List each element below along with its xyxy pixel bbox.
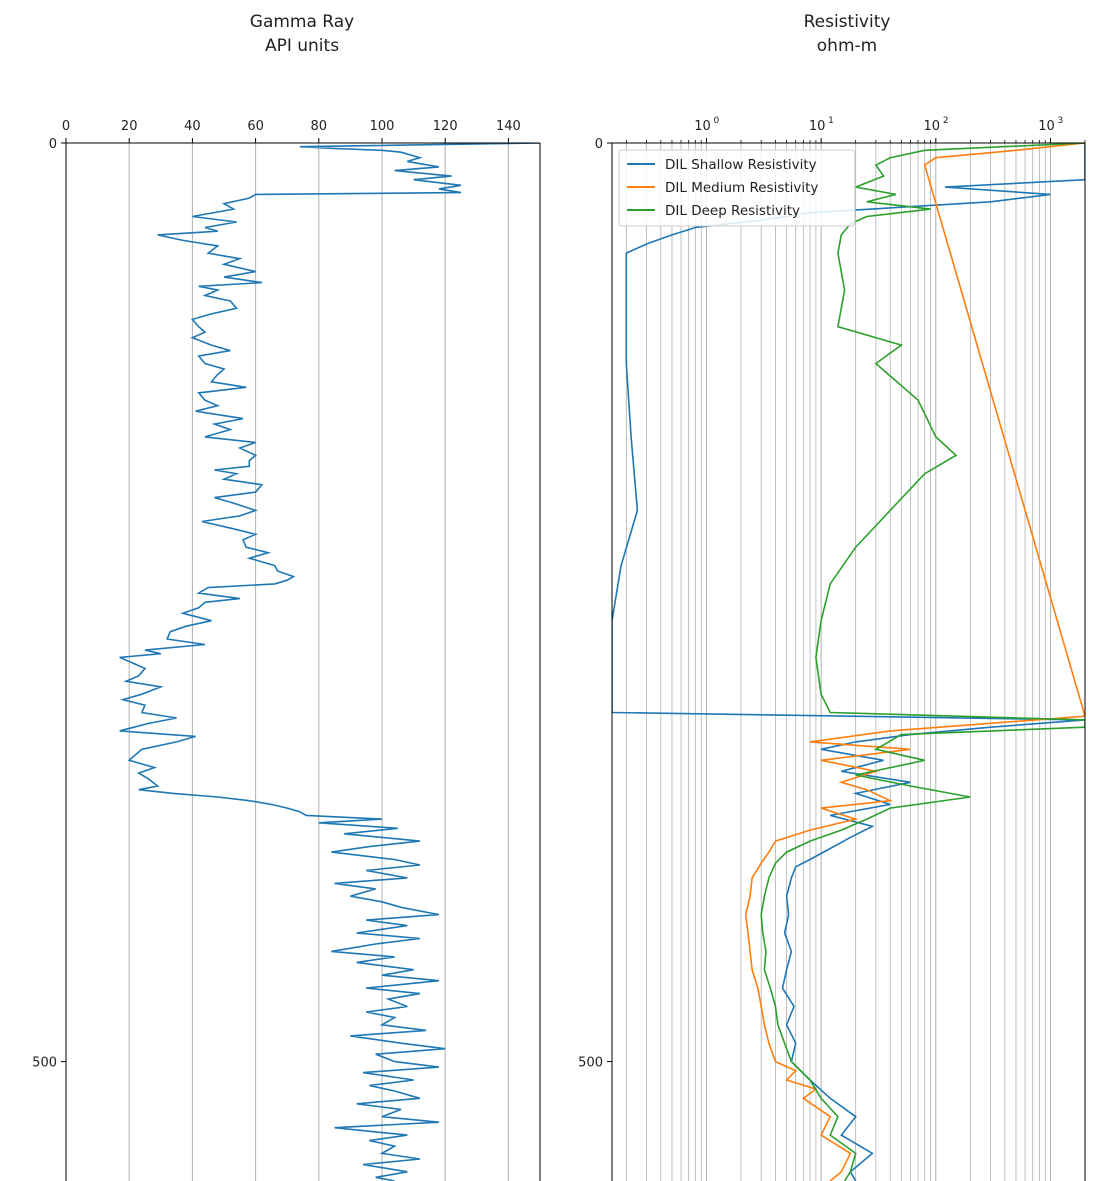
gamma-x-tick-label: 0: [62, 119, 70, 134]
resistivity-legend-label: DIL Medium Resistivity: [665, 180, 818, 196]
gamma-title-units: API units: [264, 36, 340, 56]
resistivity-legend-box: [618, 149, 856, 227]
gamma-series-0-line: [119, 143, 540, 1181]
gamma-x-tick-label: 20: [121, 119, 138, 134]
resistivity-y-tick-label: 0: [595, 137, 603, 152]
resistivity-x-tick-exponent: 0: [713, 116, 719, 126]
resistivity-title-main: Resistivity: [803, 12, 891, 32]
resistivity-legend: DIL Shallow Resistivity DIL Medium Resist…: [618, 149, 856, 227]
gamma-x-tick-label: 120: [433, 119, 458, 134]
gamma-x-tick-label: 80: [311, 119, 328, 134]
resistivity-x-tick-label: 10: [924, 119, 941, 134]
resistivity-legend-label: DIL Shallow Resistivity: [665, 157, 817, 173]
resistivity-legend-label: DIL Deep Resistivity: [665, 203, 800, 219]
resistivity-x-tick-label: 10: [809, 119, 826, 134]
gamma-x-tick-label: 60: [247, 119, 264, 134]
gamma-panel: 0 20 40 60 80 100 120 140 0 500: [32, 119, 541, 1181]
resistivity-x-tick-exponent: 1: [828, 116, 834, 126]
resistivity-y-tick-label: 500: [578, 1056, 603, 1071]
resistivity-title-units: ohm-m: [816, 36, 878, 56]
gamma-y-tick-label: 0: [49, 137, 57, 152]
gamma-x-tick-label: 140: [496, 119, 521, 134]
gamma-y-tick-label: 500: [32, 1056, 57, 1071]
gamma-x-tick-label: 40: [184, 119, 201, 134]
resistivity-x-tick-exponent: 3: [1057, 116, 1063, 126]
resistivity-series-1-line: [744, 143, 1085, 1181]
gamma-title-main: Gamma Ray: [249, 12, 355, 32]
resistivity-x-tick-label: 10: [1038, 119, 1055, 134]
resistivity-x-tick-label: 10: [694, 119, 711, 134]
gamma-x-tick-label: 100: [370, 119, 395, 134]
resistivity-series-0-line: [612, 143, 1085, 1181]
gamma-title: Gamma Ray API units: [152, 10, 452, 58]
resistivity-title: Resistivity ohm-m: [697, 10, 997, 58]
resistivity-x-tick-exponent: 2: [943, 116, 949, 126]
